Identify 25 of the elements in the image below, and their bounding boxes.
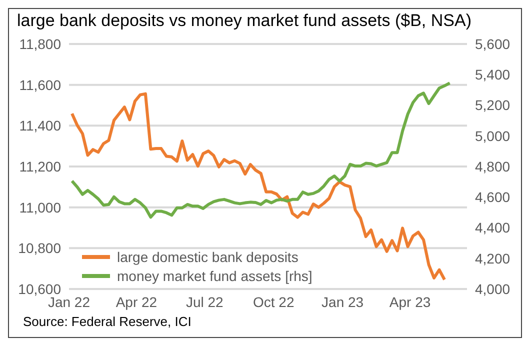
y2-tick-label: 4,200 <box>475 250 510 266</box>
y2-tick-label: 5,600 <box>475 36 510 52</box>
y2-tick-label: 4,600 <box>475 189 510 206</box>
y2-tick-label: 4,000 <box>475 280 510 297</box>
y2-tick-label: 5,200 <box>475 97 510 114</box>
chart-title: large bank deposits vs money market fund assets ($B, NSA) <box>17 11 472 31</box>
y-tick-label: 11,600 <box>19 76 62 93</box>
y-tick-label: 10,800 <box>18 240 62 256</box>
x-tick-label: Apr 23 <box>389 294 431 310</box>
x-tick-label: Oct 22 <box>252 294 294 310</box>
legend-label: large domestic bank deposits <box>117 248 298 264</box>
y-tick-label: 11,200 <box>19 158 62 174</box>
y2-tick-label: 5,400 <box>475 66 510 83</box>
legend-label: money market fund assets [rhs] <box>117 268 312 284</box>
line-series <box>70 82 452 219</box>
y-tick-label: 11,000 <box>19 199 62 216</box>
y2-tick-label: 4,800 <box>475 158 510 174</box>
x-tick-label: Jul 22 <box>186 294 224 310</box>
x-tick-label: Jan 23 <box>322 294 364 310</box>
y2-tick-label: 4,400 <box>475 220 510 236</box>
x-tick-label: Apr 22 <box>116 294 158 310</box>
y2-tick-label: 5,000 <box>475 128 510 144</box>
source-note: Source: Federal Reserve, ICI <box>23 314 192 329</box>
y-tick-label: 11,800 <box>19 36 62 52</box>
y-tick-label: 11,400 <box>19 118 62 134</box>
